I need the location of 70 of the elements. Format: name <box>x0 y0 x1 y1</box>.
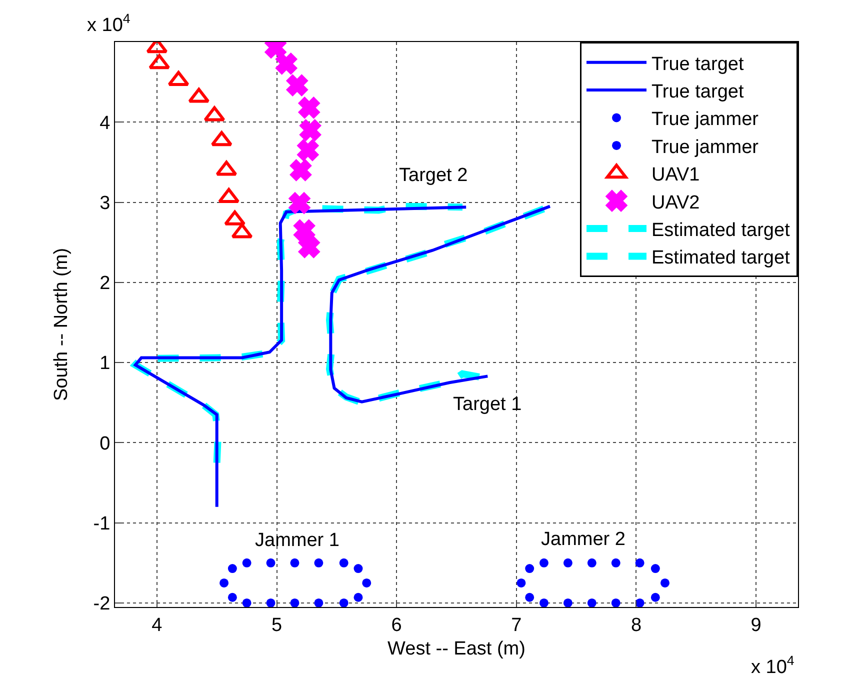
point <box>587 598 596 607</box>
point <box>266 598 276 607</box>
x-tick-label: 7 <box>511 614 522 636</box>
point <box>611 558 620 568</box>
point <box>314 598 324 607</box>
point <box>650 564 660 574</box>
y-tick-label: 2 <box>100 273 110 294</box>
text: x 10$^{4}$ <box>751 653 794 678</box>
y-tick-label: 4 <box>100 112 111 134</box>
point <box>286 74 308 96</box>
x-tick-label: 4 <box>152 614 163 636</box>
point <box>220 578 229 588</box>
y-tick-label: 1 <box>100 353 110 374</box>
point <box>539 598 548 607</box>
x-tick-label: 9 <box>750 614 762 636</box>
text: x 10$^{4}$ <box>87 11 130 36</box>
point <box>635 598 644 607</box>
point <box>339 558 348 568</box>
point <box>563 558 572 568</box>
point <box>525 592 534 602</box>
legend-label: UAV2 <box>652 192 700 214</box>
annotation: Jammer 1 <box>255 530 340 551</box>
point <box>242 558 252 568</box>
y-tick-label: 3 <box>100 192 110 214</box>
point <box>294 220 315 241</box>
point <box>290 160 312 181</box>
x-axis-title: West -- East (m) <box>388 638 526 660</box>
point <box>228 564 237 574</box>
point <box>539 558 548 568</box>
legend-label: True jammer <box>652 109 760 130</box>
point <box>354 564 363 574</box>
y-tick-label: -1 <box>93 514 110 534</box>
point <box>339 598 348 607</box>
point <box>525 564 534 574</box>
point <box>266 558 276 568</box>
legend-label: True target <box>652 54 744 75</box>
point <box>288 192 310 214</box>
x-tick-label: 6 <box>391 614 402 636</box>
point <box>276 53 297 74</box>
point <box>298 236 320 258</box>
annotation: Jammer 2 <box>541 529 626 550</box>
point <box>314 558 324 568</box>
point <box>516 578 526 588</box>
legend-label: Estimated target <box>652 220 791 241</box>
legend-label: UAV1 <box>652 164 700 186</box>
point <box>298 97 320 118</box>
annotation: Target 2 <box>399 165 468 186</box>
point <box>228 592 237 602</box>
point <box>242 598 252 607</box>
annotation: Target 1 <box>453 394 522 415</box>
point <box>611 598 620 607</box>
x-tick-label: 5 <box>271 614 282 636</box>
point <box>635 558 644 568</box>
x-tick-label: 8 <box>630 614 642 636</box>
point <box>290 558 300 568</box>
point <box>650 592 660 602</box>
legend-label: True jammer <box>652 136 760 158</box>
point <box>290 598 300 607</box>
point <box>587 558 596 568</box>
point <box>563 598 572 607</box>
y-axis-title: South -- North (m) <box>51 248 72 402</box>
point <box>297 140 318 161</box>
y-tick-label: -2 <box>93 594 110 615</box>
point <box>362 578 372 588</box>
y-tick-label: 0 <box>100 433 110 454</box>
point <box>354 592 363 602</box>
point <box>660 578 670 588</box>
legend-label: True target <box>652 81 744 102</box>
point <box>300 120 321 141</box>
legend-label: Estimated target <box>652 248 791 269</box>
